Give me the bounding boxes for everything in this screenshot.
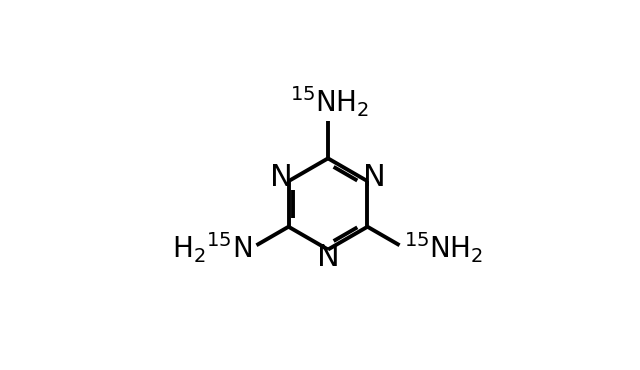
Text: H$_2$$^{15}$N: H$_2$$^{15}$N <box>172 231 252 265</box>
Text: N: N <box>317 243 339 272</box>
Text: $^{15}$NH$_2$: $^{15}$NH$_2$ <box>290 84 369 119</box>
Text: N: N <box>363 163 385 192</box>
Text: N: N <box>271 163 293 192</box>
Text: $^{15}$NH$_2$: $^{15}$NH$_2$ <box>404 231 483 265</box>
